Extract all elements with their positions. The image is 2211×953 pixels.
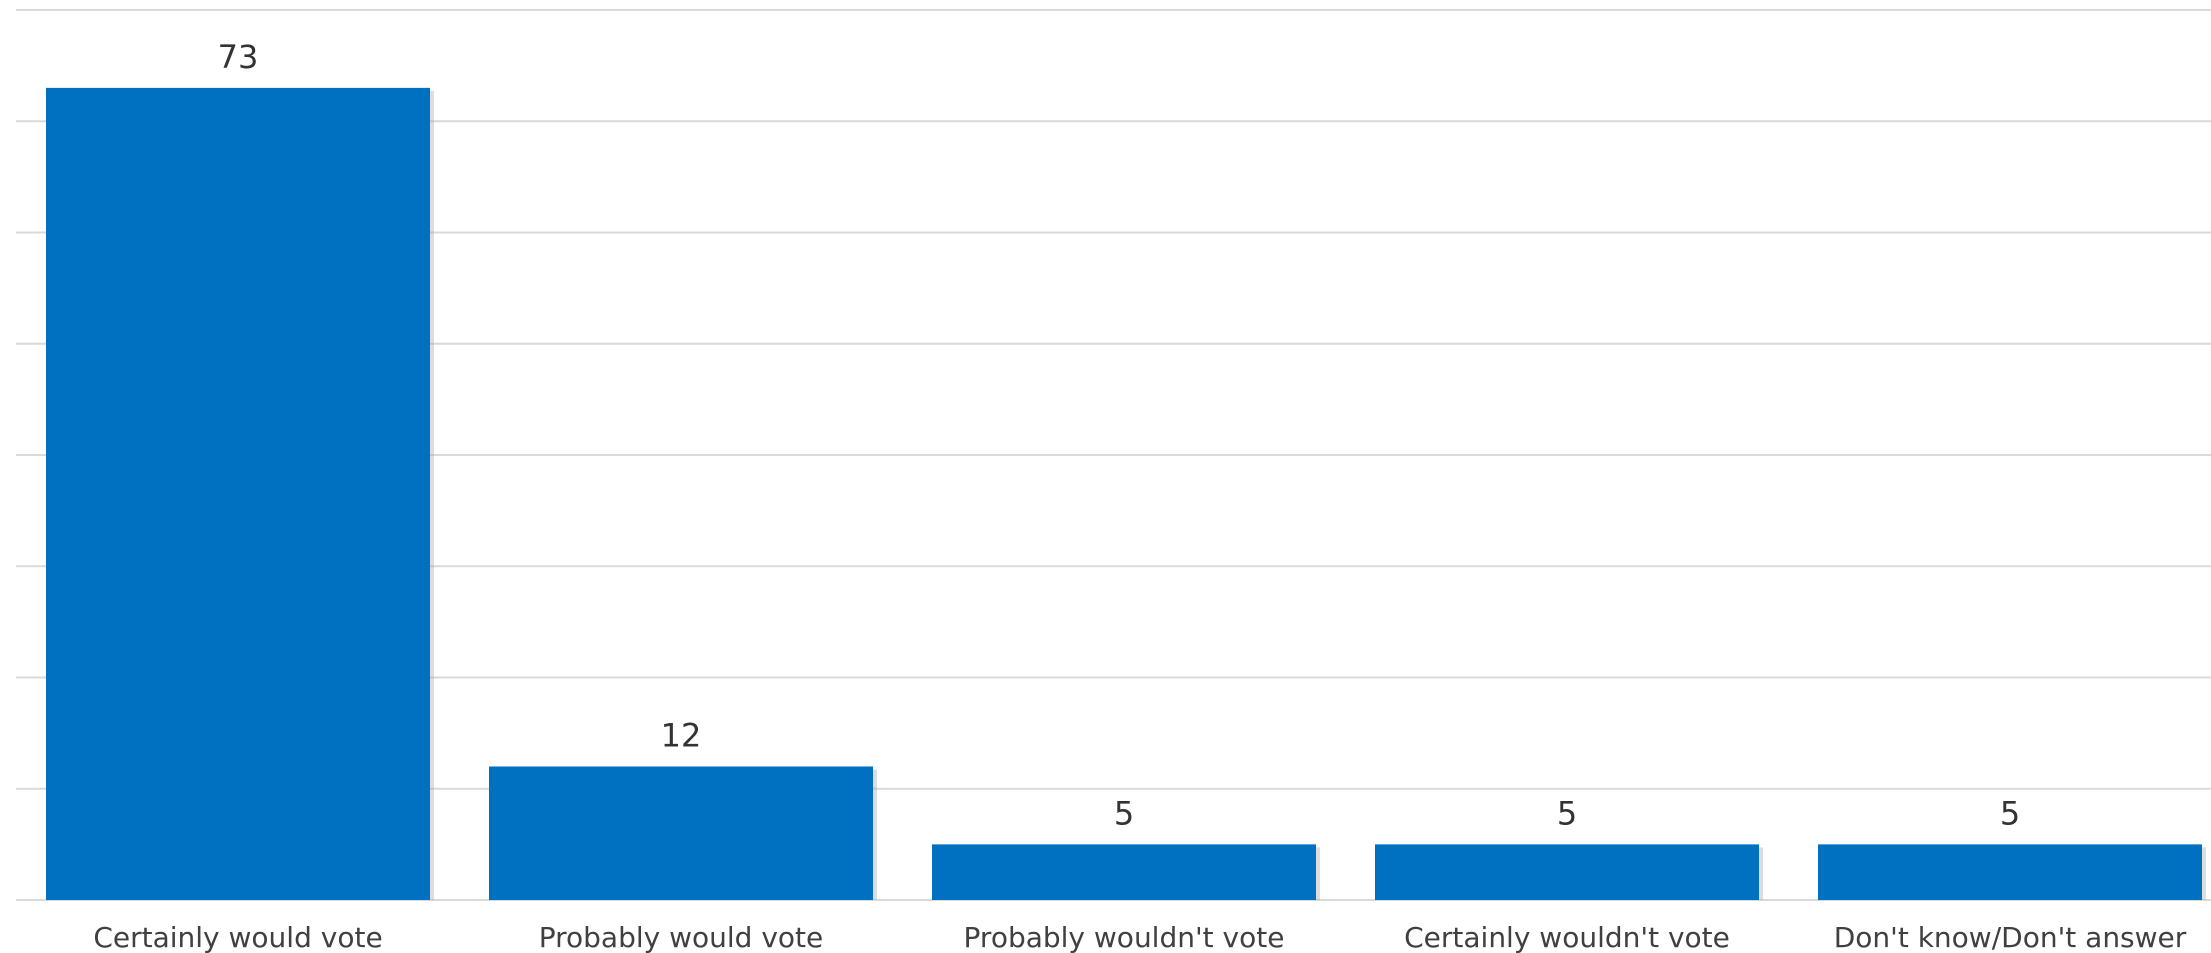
category-label: Don't know/Don't answer <box>1834 921 2187 953</box>
data-label: 73 <box>218 38 259 76</box>
category-label: Certainly wouldn't vote <box>1404 921 1730 953</box>
category-labels: Certainly would vote Probably would vote P… <box>93 921 2186 953</box>
bar <box>932 844 1316 900</box>
data-label: 5 <box>2000 794 2020 832</box>
bar <box>46 87 430 900</box>
bar <box>1818 844 2202 900</box>
bar <box>1375 844 1759 900</box>
data-labels: 73 12 5 5 5 <box>218 38 2021 833</box>
data-label: 5 <box>1114 794 1134 832</box>
bar <box>489 766 873 900</box>
category-label: Probably would vote <box>539 921 824 953</box>
bars <box>46 87 2206 900</box>
data-label: 5 <box>1557 794 1577 832</box>
data-label: 12 <box>661 717 702 755</box>
category-label: Probably wouldn't vote <box>964 921 1285 953</box>
category-label: Certainly would vote <box>93 921 382 953</box>
